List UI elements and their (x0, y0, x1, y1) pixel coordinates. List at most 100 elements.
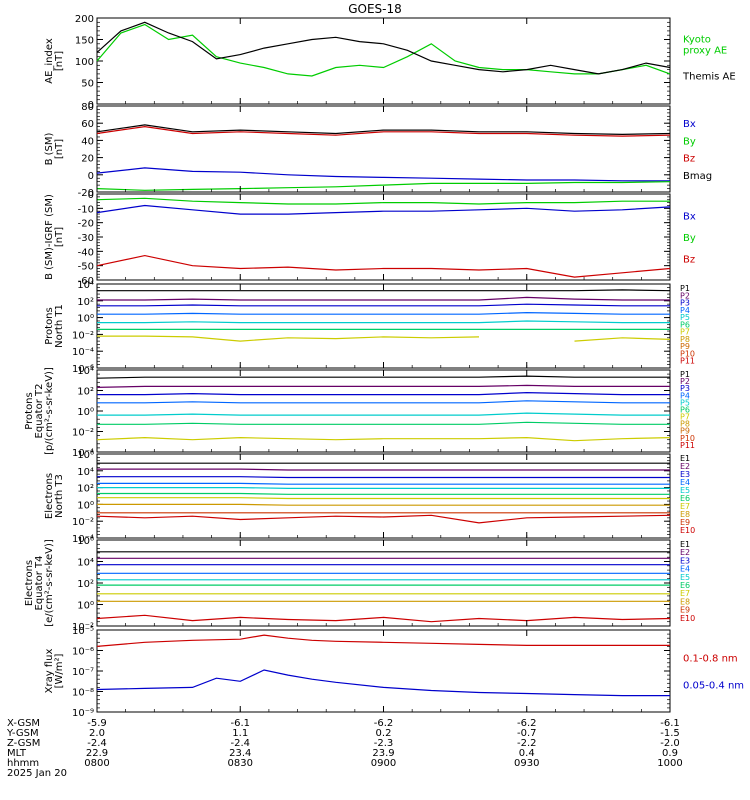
y-axis-label-line: B (SM)-IGRF (SM) (44, 194, 55, 280)
x-axis-row-value: 2.0 (89, 728, 105, 739)
x-axis-row-value: -2.4 (230, 738, 250, 749)
legend-entry: Bx (683, 119, 696, 130)
y-tick-label: 0 (88, 100, 94, 111)
x-axis-row-value: 23.4 (229, 748, 251, 759)
x-axis-row-value: 0830 (228, 758, 253, 769)
legend-entry: 0.1-0.8 nm (683, 653, 738, 664)
y-tick-label: -10 (78, 204, 94, 215)
x-axis-row-value: 0.2 (376, 728, 392, 739)
legend-entry: E7 (680, 589, 690, 598)
y-tick-label: 10² (77, 297, 94, 308)
panel-frame (96, 105, 671, 193)
y-tick-label: 10⁶ (77, 536, 94, 547)
series-line-kyoto-proxy-ae (96, 23, 671, 77)
y-axis-label-line: [nT] (54, 51, 65, 71)
y-tick-label: -40 (78, 247, 94, 258)
legend-entry: P11 (680, 441, 695, 450)
y-tick-label: 10⁻⁴ (72, 448, 94, 459)
series-line-e7 (97, 497, 670, 500)
legend-entry: By (683, 233, 696, 244)
y-tick-label: -60 (78, 276, 94, 287)
legend-entry: E2 (680, 462, 690, 471)
legend-entry: P1 (680, 370, 690, 379)
y-tick-label: 10⁻⁶ (72, 364, 94, 375)
series-line-0-1-0-8-nm (96, 634, 670, 647)
legend-entry: P4 (680, 306, 690, 315)
y-axis-label-line: [nT] (54, 139, 65, 159)
y-tick-label: 10⁻⁶ (72, 647, 94, 658)
legend-entry: P7 (680, 328, 690, 337)
series-line-p6 (97, 421, 670, 425)
series-line-e6 (97, 492, 670, 495)
y-axis-label: Protons Equator T2 [p/(cm²-s-sr-keV)] (24, 367, 55, 455)
legend-entry: P6 (680, 405, 690, 414)
legend-entry: P11 (680, 357, 695, 366)
series-line-p3 (97, 391, 670, 396)
x-axis-table: X-GSM -5.9 -6.1 -6.2 -6.2 -6.1Y-GSM 2.0 1.1 0.2-… (6, 718, 683, 779)
x-axis-row-value: 23.9 (372, 748, 394, 759)
x-axis-row-value: 0930 (514, 758, 539, 769)
x-axis-row-value: 0.4 (519, 748, 535, 759)
series-line-p5 (97, 320, 670, 324)
legend-entry: P6 (680, 320, 690, 329)
series-line-p1 (96, 375, 670, 379)
y-tick-label: 10⁰ (77, 500, 94, 511)
y-axis-label-line: Equator T4 (34, 556, 45, 611)
x-axis-row-value: -0.7 (517, 728, 537, 739)
series-line-e10 (96, 614, 671, 623)
y-axis-label-line: [W/m²] (54, 653, 65, 688)
series-line-e5 (97, 487, 670, 489)
legend-entry: P3 (680, 384, 690, 393)
legend-entry: E1 (680, 454, 690, 463)
y-tick-label: 100 (75, 57, 94, 68)
panel-4: 10⁻⁶ 10⁻⁴ 10⁻² 10⁰ 10² 10⁴ Protons North T1 P1P2… (44, 280, 695, 375)
legend-entry: E5 (680, 486, 690, 495)
y-tick-label: 20 (81, 154, 94, 165)
plot-title: GOES-18 (348, 2, 402, 16)
x-axis-row-value: -2.3 (374, 738, 394, 749)
y-axis-label-line: Protons (44, 307, 55, 344)
x-axis-row-value: 22.9 (86, 748, 108, 759)
plot-date: 2025 Jan 20 (7, 768, 67, 779)
legend-entry: E4 (680, 478, 690, 487)
legend-entry: E3 (680, 556, 690, 565)
y-tick-label: 10⁴ (77, 467, 94, 478)
y-tick-label: 0 (88, 171, 94, 182)
series-line-e10 (96, 514, 671, 524)
y-axis-label: Protons North T1 (44, 304, 65, 348)
series-line-e8 (97, 503, 670, 506)
y-tick-label: 10⁻⁹ (72, 708, 94, 719)
panel-5: 10⁻⁴ 10⁻² 10⁰ 10² 10⁴ Protons Equator T2 [p/(cm… (24, 366, 695, 459)
series-line-p5 (97, 412, 670, 416)
series-line-bx (96, 167, 670, 182)
x-axis-row-value: -6.2 (374, 718, 394, 729)
legend-entry: E4 (680, 565, 690, 574)
x-axis-row-value: 0900 (371, 758, 396, 769)
y-axis-label: B (SM) [nT] (44, 132, 65, 165)
y-tick-label: 10⁻⁴ (72, 347, 94, 358)
y-axis-label-line: [e/(cm²-s-sr-keV)] (44, 539, 55, 627)
panel-7: 10⁻² 10⁰ 10² 10⁴ 10⁶ Electrons Equator T4 [e/(c… (24, 536, 695, 633)
x-axis-row-label: MLT (7, 748, 27, 759)
legend-entry: Bz (683, 154, 695, 165)
y-tick-label: 10⁻⁷ (72, 667, 94, 678)
y-axis-label-line: [p/(cm²-s-sr-keV)] (44, 367, 55, 455)
panel-frame (96, 539, 671, 627)
y-tick-label: 60 (81, 119, 94, 130)
x-axis-row-label: Y-GSM (6, 728, 39, 739)
y-tick-label: 10⁻² (72, 517, 94, 528)
series-line-bx (96, 204, 671, 215)
y-tick-label: 10⁴ (77, 280, 94, 291)
legend-entry: Kyoto (683, 35, 711, 46)
y-tick-label: 10² (77, 484, 94, 495)
legend-entry: E6 (680, 494, 690, 503)
y-axis-label-line: Electrons (44, 473, 55, 519)
y-axis-label-line: [nT] (54, 227, 65, 247)
y-tick-label: 10⁻⁸ (72, 688, 94, 699)
y-tick-label: 10² (77, 579, 94, 590)
y-axis-label: B (SM)-IGRF (SM) [nT] (44, 194, 65, 280)
